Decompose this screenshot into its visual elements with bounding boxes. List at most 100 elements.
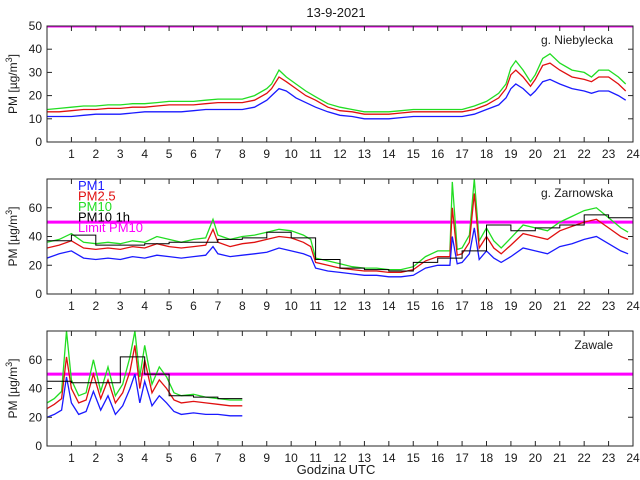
- series-pm10-1h: [47, 214, 633, 272]
- x-tick-label: 19: [504, 147, 518, 161]
- x-tick-label: 11: [309, 299, 322, 313]
- x-tick-label: 2: [92, 299, 99, 313]
- x-tick-label: 15: [407, 299, 421, 313]
- x-tick-label: 16: [431, 299, 445, 313]
- x-tick-label: 12: [333, 451, 347, 465]
- series-pm10: [47, 179, 629, 271]
- x-tick-label: 6: [190, 299, 197, 313]
- x-tick-label: 14: [382, 299, 396, 313]
- y-axis-label-close: ]: [6, 359, 20, 362]
- panel-3: 1 2 3 4 5 6 7 8 9 10 11 12 13 14 15 16 17 18 19 20 21 22 23 240…: [4, 330, 640, 465]
- plot-contents: [47, 331, 633, 418]
- x-tick-label: 3: [117, 451, 124, 465]
- x-tick-label: 18: [480, 451, 494, 465]
- y-tick-label: 40: [29, 382, 43, 396]
- y-tick-label: 20: [29, 89, 43, 103]
- x-tick-label: 12: [333, 147, 347, 161]
- x-tick-label: 2: [92, 451, 99, 465]
- panel-2: 1 2 3 4 5 6 7 8 9 10 11 12 13 14 15 16 17 18 19 20 21 22 23 240…: [4, 178, 640, 313]
- x-tick-label: 24: [626, 299, 640, 313]
- x-tick-label: 8: [239, 451, 246, 465]
- x-tick-label: 7: [215, 299, 222, 313]
- legend-entry: PM10 1h: [78, 210, 130, 225]
- x-tick-label: 21: [553, 299, 567, 313]
- x-tick-label: 6: [190, 451, 197, 465]
- plot-area: [47, 331, 633, 446]
- series-pm2-5: [47, 62, 627, 115]
- plot-contents: [47, 179, 633, 278]
- x-tick-label: 4: [141, 451, 148, 465]
- x-tick-label: 20: [529, 299, 543, 313]
- y-axis-label-superscript: 3: [4, 57, 14, 62]
- x-tick-label: 7: [215, 451, 222, 465]
- x-tick-label: 3: [117, 147, 124, 161]
- x-tick-label: 11: [309, 147, 322, 161]
- x-tick-label: 10: [284, 299, 298, 313]
- x-axis-label: Godzina UTC: [297, 462, 376, 477]
- x-tick-label: 23: [602, 451, 616, 465]
- x-tick-label: 21: [553, 451, 567, 465]
- x-tick-label: 14: [382, 147, 396, 161]
- x-tick-label: 13: [358, 147, 372, 161]
- x-tick-label: 9: [263, 451, 270, 465]
- x-tick-label: 15: [407, 451, 421, 465]
- x-tick-label: 5: [166, 147, 173, 161]
- x-tick-label: 15: [407, 147, 421, 161]
- x-tick-label: 21: [553, 147, 567, 161]
- x-tick-label: 24: [626, 451, 640, 465]
- y-axis-label-close: ]: [6, 207, 20, 210]
- x-tick-label: 1: [68, 147, 75, 161]
- x-tick-label: 23: [602, 147, 616, 161]
- legend-entry: PM2.5: [78, 189, 116, 204]
- station-name: Zawale: [574, 338, 613, 352]
- x-tick-label: 24: [626, 147, 640, 161]
- y-axis-label: PM [µg/m3]: [4, 54, 20, 114]
- x-tick-label: 23: [602, 299, 616, 313]
- x-tick-label: 4: [141, 147, 148, 161]
- legend-entry: Limit PM10: [78, 220, 143, 235]
- figure-title: 13-9-2021: [306, 5, 365, 20]
- y-axis-label-superscript: 3: [4, 210, 14, 215]
- series-pm1: [47, 227, 629, 278]
- station-name: g. Niebylecka: [541, 33, 613, 47]
- y-tick-label: 60: [29, 353, 43, 367]
- plot-area: [47, 26, 633, 142]
- x-tick-label: 20: [529, 147, 543, 161]
- x-tick-label: 16: [431, 147, 445, 161]
- x-tick-label: 17: [455, 451, 469, 465]
- plot-contents: [47, 26, 633, 120]
- y-tick-label: 60: [29, 201, 43, 215]
- y-axis-label: PM [µg/m3]: [4, 207, 20, 267]
- x-tick-label: 3: [117, 299, 124, 313]
- x-tick-label: 13: [358, 451, 372, 465]
- x-tick-label: 1: [68, 299, 75, 313]
- x-tick-label: 22: [577, 451, 591, 465]
- y-tick-label: 20: [29, 258, 43, 272]
- x-tick-label: 19: [504, 299, 518, 313]
- x-tick-label: 4: [141, 299, 148, 313]
- y-axis-label-text: PM [µg/m: [6, 62, 20, 114]
- x-tick-label: 13: [358, 299, 372, 313]
- x-tick-label: 18: [480, 147, 494, 161]
- x-tick-label: 17: [455, 299, 469, 313]
- y-tick-label: 0: [35, 439, 42, 453]
- legend-entry: PM10: [78, 199, 112, 214]
- x-tick-label: 19: [504, 451, 518, 465]
- series-pm10: [47, 52, 627, 113]
- x-tick-label: 22: [577, 147, 591, 161]
- y-tick-label: 30: [29, 65, 43, 79]
- x-tick-label: 16: [431, 451, 445, 465]
- x-tick-label: 6: [190, 147, 197, 161]
- y-axis-label-text: PM [µg/m: [6, 215, 20, 267]
- x-tick-label: 2: [92, 147, 99, 161]
- panel-1: 1 2 3 4 5 6 7 8 9 10 11 12 13 14 15 16 17 18 19 20 21 22 23 240…: [4, 19, 640, 161]
- series-pm10-1h: [47, 356, 243, 400]
- x-tick-label: 18: [480, 299, 494, 313]
- station-name: g. Zarnowska: [541, 186, 613, 200]
- y-tick-label: 0: [35, 287, 42, 301]
- x-tick-label: 12: [333, 299, 347, 313]
- x-tick-label: 8: [239, 147, 246, 161]
- x-tick-label: 9: [263, 299, 270, 313]
- y-axis-label-text: PM [µg/m: [6, 367, 20, 419]
- x-tick-label: 7: [215, 147, 222, 161]
